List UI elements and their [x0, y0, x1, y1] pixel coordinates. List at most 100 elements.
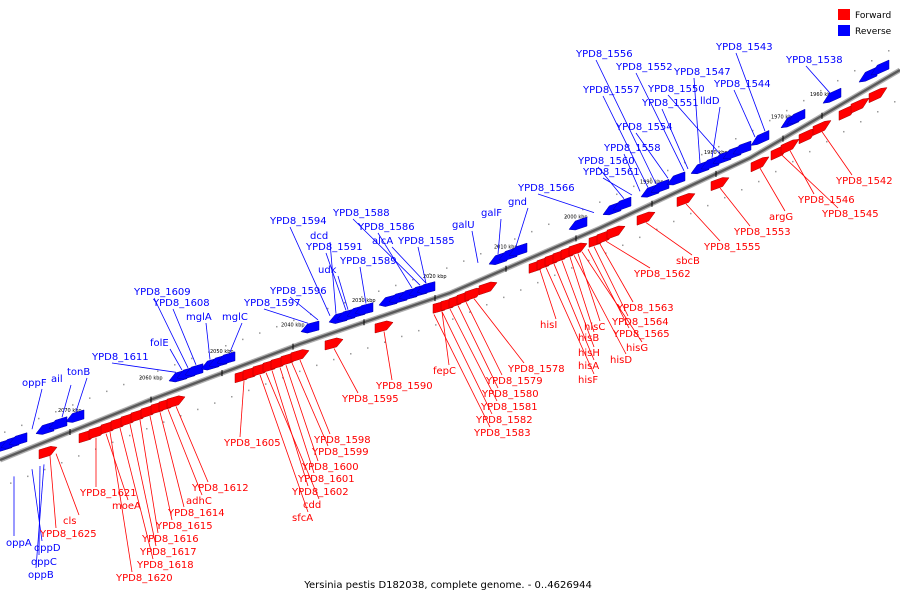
- gene-label-ypd8-1621[interactable]: YPD8_1621: [79, 488, 137, 499]
- gene-label-ypd8-1555[interactable]: YPD8_1555: [703, 242, 761, 253]
- gene-label-lldd[interactable]: lldD: [700, 96, 720, 107]
- gene-label-tonb[interactable]: tonB: [67, 367, 90, 378]
- leader-argg: [759, 167, 786, 212]
- gene-label-hish[interactable]: hisH: [578, 348, 600, 359]
- gene-label-mglc[interactable]: mglC: [222, 312, 248, 323]
- gene-label-ypd8-1591[interactable]: YPD8_1591: [305, 242, 363, 253]
- gene-label-hisa[interactable]: hisA: [578, 361, 599, 372]
- gene-label-ypd8-1578[interactable]: YPD8_1578: [507, 364, 565, 375]
- gene-label-oppb[interactable]: oppB: [28, 570, 54, 581]
- gene-label-ypd8-1556[interactable]: YPD8_1556: [575, 49, 633, 60]
- gene-label-ypd8-1611[interactable]: YPD8_1611: [91, 352, 149, 363]
- gene-label-oppc[interactable]: oppC: [31, 557, 57, 568]
- leader-ypd8-1564: [593, 246, 629, 317]
- gene-label-ail[interactable]: ail: [51, 374, 63, 385]
- gene-label-sbcb[interactable]: sbcB: [676, 256, 700, 267]
- gene-label-ypd8-1560[interactable]: YPD8_1560: [577, 156, 635, 167]
- gene-label-fole[interactable]: folE: [150, 338, 169, 349]
- gene-label-ypd8-1550[interactable]: YPD8_1550: [647, 84, 705, 95]
- tick-label-2030-kbp: 2030 kbp: [352, 298, 376, 304]
- gene-label-ypd8-1581[interactable]: YPD8_1581: [480, 402, 538, 413]
- gene-label-ypd8-1614[interactable]: YPD8_1614: [167, 508, 225, 519]
- gene-label-sfca[interactable]: sfcA: [292, 513, 313, 524]
- gene-label-ypd8-1579[interactable]: YPD8_1579: [485, 376, 543, 387]
- gene-label-hisg[interactable]: hisG: [626, 343, 648, 354]
- gene-label-ypd8-1625[interactable]: YPD8_1625: [39, 529, 97, 540]
- gene-label-ypd8-1551[interactable]: YPD8_1551: [641, 98, 699, 109]
- gene-label-ypd8-1562[interactable]: YPD8_1562: [633, 269, 691, 280]
- gene-label-udk[interactable]: udk: [318, 265, 337, 276]
- gene-label-ypd8-1586[interactable]: YPD8_1586: [357, 222, 415, 233]
- gene-label-hisi[interactable]: hisI: [540, 320, 557, 331]
- gene-label-ypd8-1583[interactable]: YPD8_1583: [473, 428, 531, 439]
- track-dot: [480, 253, 482, 255]
- leader-oppd: [31, 469, 43, 542]
- gene-label-cls[interactable]: cls: [63, 516, 77, 527]
- gene-label-oppf[interactable]: oppF: [22, 378, 47, 389]
- gene-label-ypd8-1589[interactable]: YPD8_1589: [339, 256, 397, 267]
- gene-label-adhc[interactable]: adhC: [186, 496, 212, 507]
- leader-ypd8-1565: [587, 249, 630, 329]
- gene-label-hisb[interactable]: hisB: [578, 333, 599, 344]
- gene-label-ypd8-1617[interactable]: YPD8_1617: [139, 547, 197, 558]
- reverse-gene-arrow: [8, 432, 28, 446]
- gene-label-oppa[interactable]: oppA: [6, 538, 32, 549]
- gene-label-ypd8-1615[interactable]: YPD8_1615: [155, 521, 213, 532]
- gene-label-ypd8-1585[interactable]: YPD8_1585: [397, 236, 455, 247]
- forward-gene-arrow: [710, 177, 730, 192]
- gene-label-ypd8-1552[interactable]: YPD8_1552: [615, 62, 673, 73]
- gene-label-mgla[interactable]: mglA: [186, 312, 212, 323]
- gene-label-ypd8-1545[interactable]: YPD8_1545: [821, 209, 879, 220]
- gene-label-ypd8-1595[interactable]: YPD8_1595: [341, 394, 399, 405]
- gene-label-ypd8-1596[interactable]: YPD8_1596: [269, 286, 327, 297]
- gene-label-ypd8-1565[interactable]: YPD8_1565: [612, 329, 670, 340]
- gene-label-ypd8-1553[interactable]: YPD8_1553: [733, 227, 791, 238]
- gene-label-ypd8-1612[interactable]: YPD8_1612: [191, 483, 249, 494]
- gene-label-dcd[interactable]: dcd: [310, 231, 328, 242]
- gene-label-galf[interactable]: galF: [481, 208, 502, 219]
- gene-label-ypd8-1599[interactable]: YPD8_1599: [311, 447, 369, 458]
- gene-label-ypd8-1616[interactable]: YPD8_1616: [141, 534, 199, 545]
- forward-gene-arrow: [38, 446, 58, 460]
- gene-label-ypd8-1544[interactable]: YPD8_1544: [713, 79, 771, 90]
- gene-label-hisd[interactable]: hisD: [610, 355, 632, 366]
- gene-label-hisf[interactable]: hisF: [578, 375, 598, 386]
- gene-label-ypd8-1605[interactable]: YPD8_1605: [223, 438, 281, 449]
- gene-label-ypd8-1542[interactable]: YPD8_1542: [835, 176, 893, 187]
- gene-label-ypd8-1566[interactable]: YPD8_1566: [517, 183, 575, 194]
- gene-label-argg[interactable]: argG: [769, 212, 793, 223]
- gene-label-ypd8-1594[interactable]: YPD8_1594: [269, 216, 327, 227]
- gene-label-ypd8-1580[interactable]: YPD8_1580: [481, 389, 539, 400]
- gene-label-ypd8-1588[interactable]: YPD8_1588: [332, 208, 390, 219]
- gene-label-ypd8-1598[interactable]: YPD8_1598: [313, 435, 371, 446]
- gene-label-ypd8-1602[interactable]: YPD8_1602: [291, 487, 349, 498]
- gene-label-ypd8-1608[interactable]: YPD8_1608: [152, 298, 210, 309]
- gene-label-ypd8-1601[interactable]: YPD8_1601: [297, 474, 355, 485]
- gene-label-ypd8-1547[interactable]: YPD8_1547: [673, 67, 731, 78]
- gene-label-ypd8-1554[interactable]: YPD8_1554: [615, 122, 673, 133]
- gene-label-ypd8-1609[interactable]: YPD8_1609: [133, 287, 191, 298]
- gene-label-gnd[interactable]: gnd: [508, 197, 527, 208]
- gene-label-ypd8-1620[interactable]: YPD8_1620: [115, 573, 173, 584]
- gene-label-ypd8-1618[interactable]: YPD8_1618: [136, 560, 194, 571]
- gene-label-ypd8-1590[interactable]: YPD8_1590: [375, 381, 433, 392]
- gene-label-moea[interactable]: moeA: [112, 501, 141, 512]
- gene-label-ypd8-1558[interactable]: YPD8_1558: [603, 143, 661, 154]
- gene-label-ypd8-1546[interactable]: YPD8_1546: [797, 195, 855, 206]
- gene-label-galu[interactable]: galU: [452, 220, 475, 231]
- gene-label-ypd8-1564[interactable]: YPD8_1564: [611, 317, 669, 328]
- gene-label-cdd[interactable]: cdd: [303, 500, 321, 511]
- gene-label-oppd[interactable]: oppD: [34, 543, 61, 554]
- gene-label-ypd8-1557[interactable]: YPD8_1557: [582, 85, 640, 96]
- gene-label-ypd8-1543[interactable]: YPD8_1543: [715, 42, 773, 53]
- gene-label-hisc[interactable]: hisC: [584, 322, 605, 333]
- gene-label-ypd8-1597[interactable]: YPD8_1597: [243, 298, 301, 309]
- gene-label-alca[interactable]: alcA: [372, 236, 393, 247]
- gene-label-ypd8-1538[interactable]: YPD8_1538: [785, 55, 843, 66]
- gene-label-ypd8-1600[interactable]: YPD8_1600: [301, 462, 359, 473]
- gene-label-ypd8-1563[interactable]: YPD8_1563: [616, 303, 674, 314]
- gene-label-fepc[interactable]: fepC: [433, 366, 456, 377]
- gene-label-ypd8-1561[interactable]: YPD8_1561: [582, 167, 640, 178]
- leader-ypd8-1597: [263, 308, 309, 324]
- gene-label-ypd8-1582[interactable]: YPD8_1582: [475, 415, 533, 426]
